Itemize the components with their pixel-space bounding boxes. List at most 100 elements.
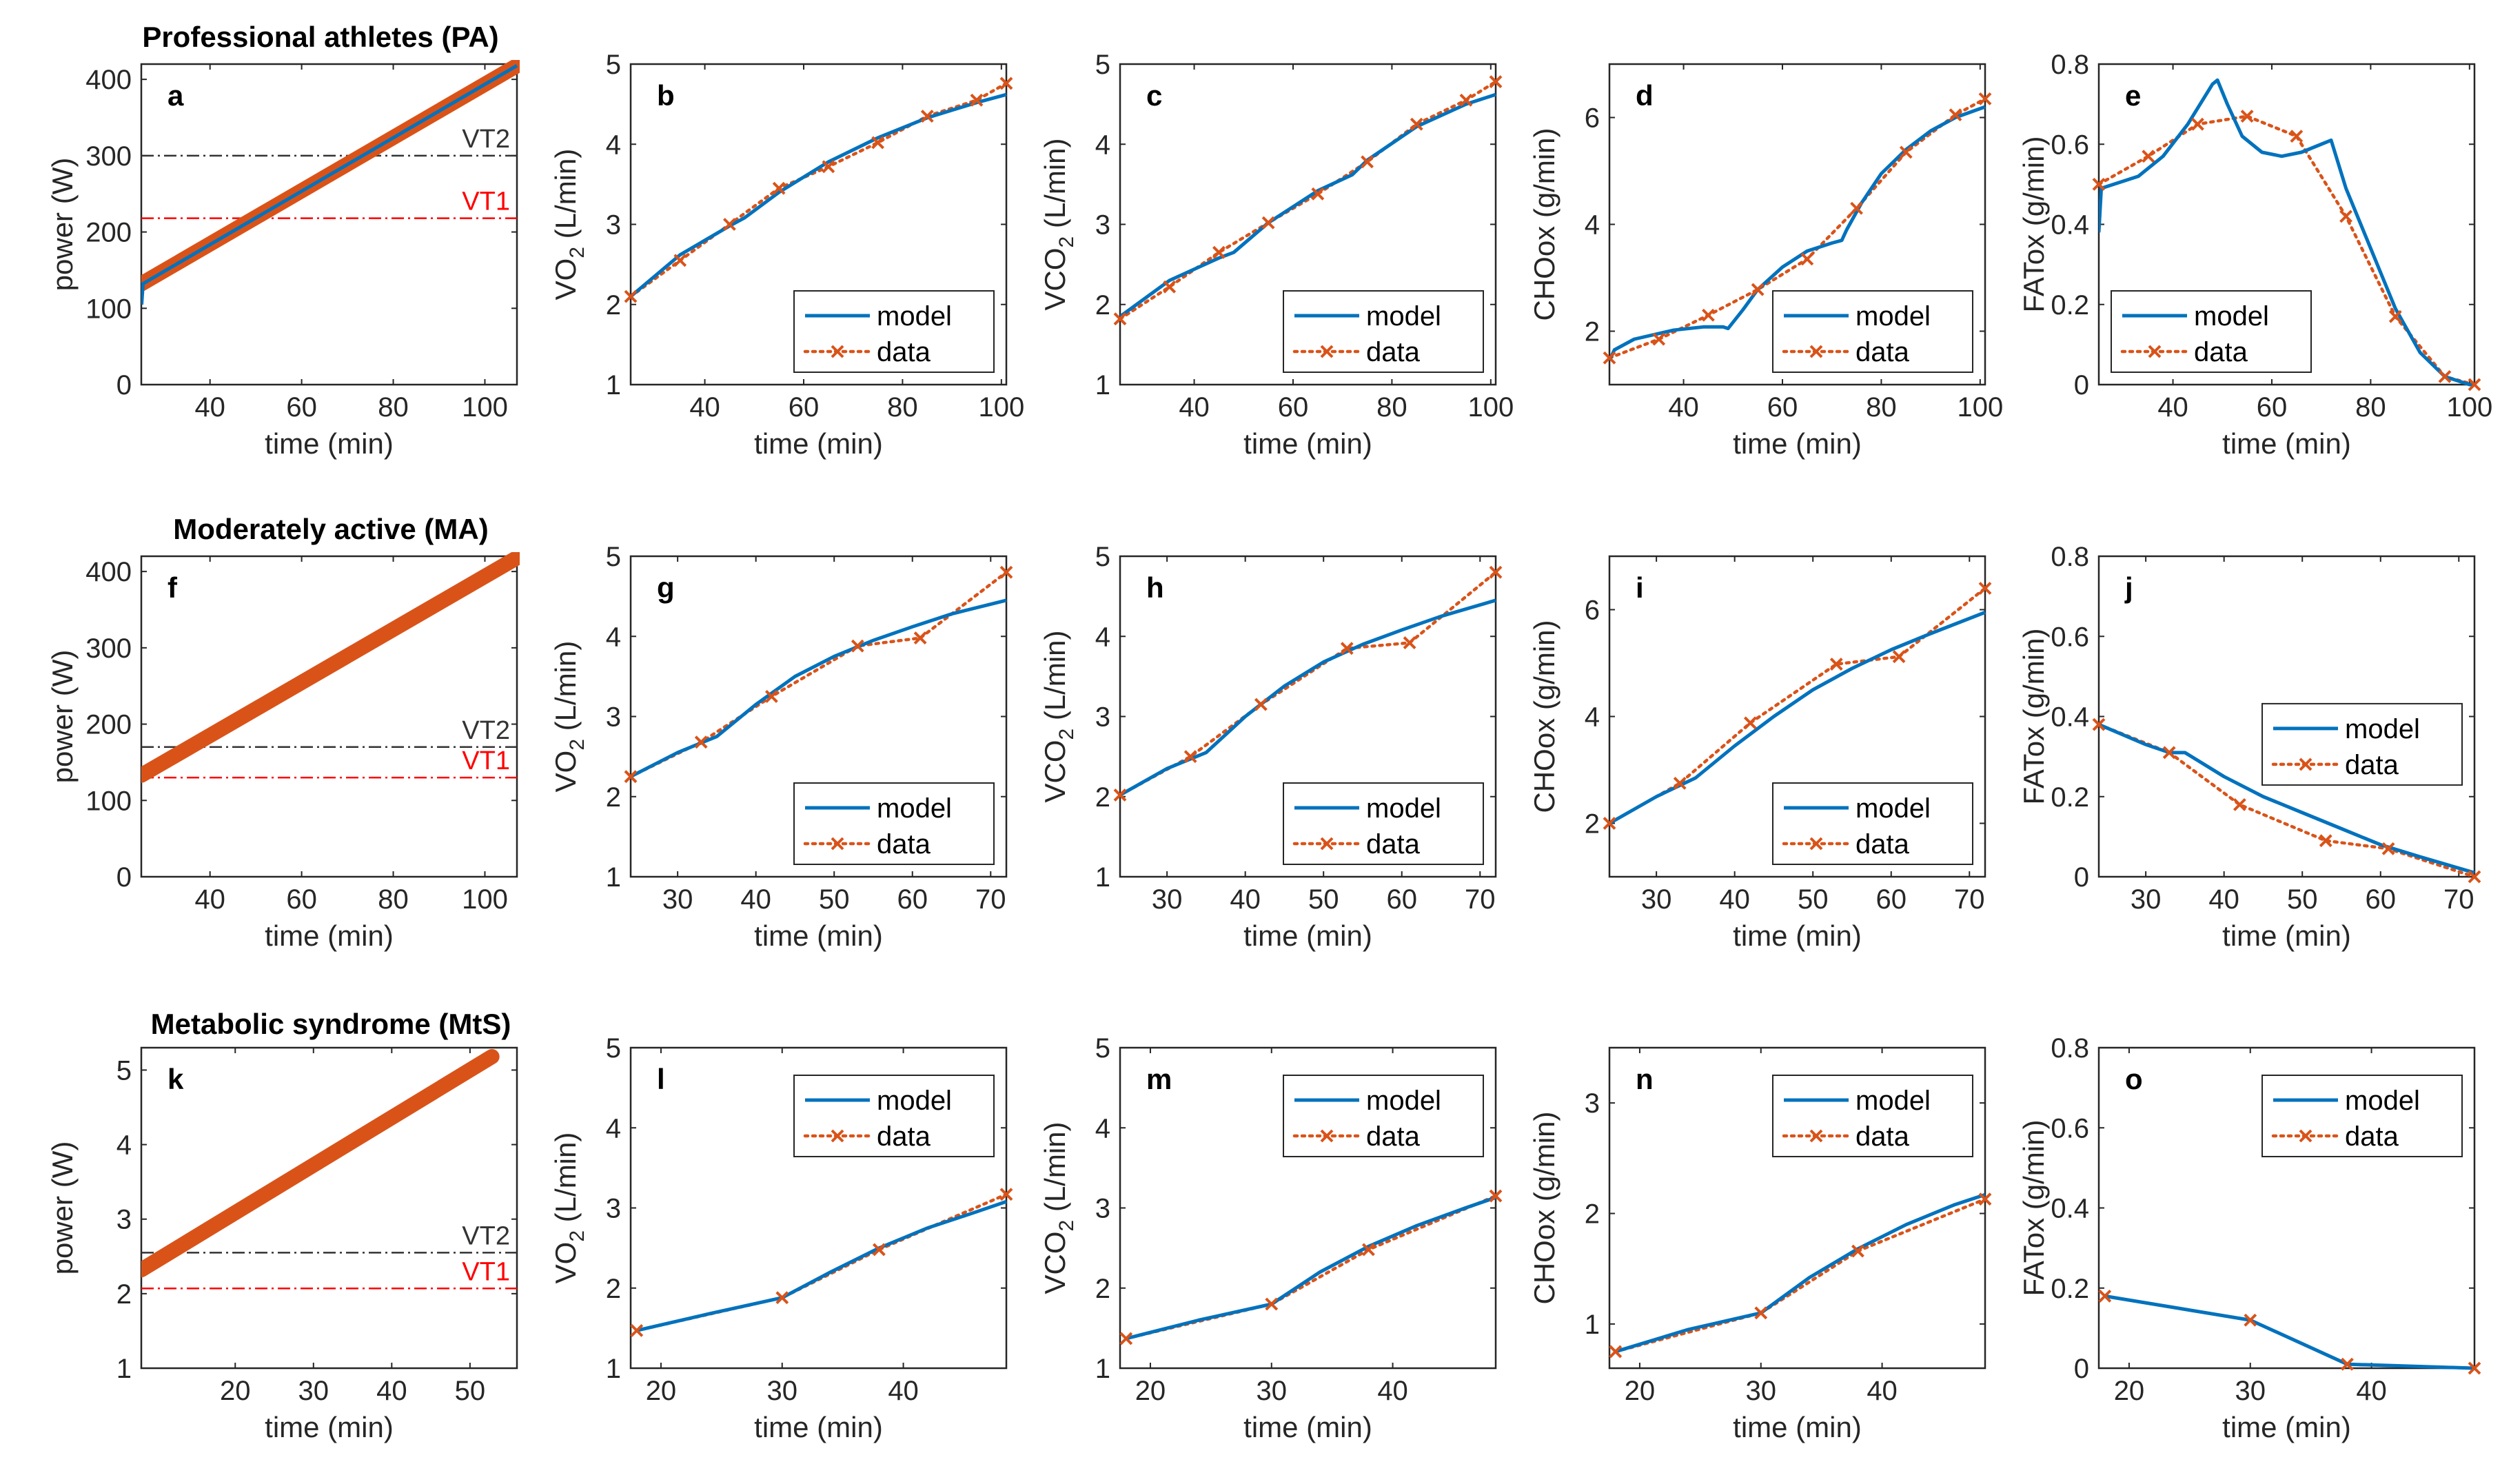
ytick-label: 6 [1585, 103, 1600, 134]
xlabel-k: time (min) [265, 1411, 394, 1443]
ylabel-f: power (W) [46, 650, 79, 784]
xtick-label: 40 [1230, 884, 1261, 915]
plot-area-a [141, 60, 520, 305]
plot-area-m [1124, 1194, 1498, 1341]
panel-label-b: b [657, 79, 675, 112]
ytick-label: 100 [85, 294, 132, 324]
ytick-label: 200 [85, 218, 132, 248]
axes-box-a [140, 63, 518, 386]
data-point-e [2290, 130, 2304, 143]
legend-data-label: data [1856, 829, 1910, 860]
xtick-label: 80 [887, 392, 918, 423]
xtick-label: 60 [1767, 392, 1798, 423]
legend-box [793, 290, 995, 373]
panel-o: 20 30 40 0 0.2 0.4 0.6 0.8 time (min) FATox (g/mi… [2017, 1033, 2481, 1443]
xtick-label: 50 [1308, 884, 1339, 915]
xtick-label: 100 [462, 884, 508, 915]
xlabel-h: time (min) [1243, 919, 1372, 952]
ylabel-a: power (W) [46, 158, 79, 292]
ytick-label: 0.8 [2051, 50, 2089, 80]
data-point-m [1265, 1297, 1279, 1311]
model-series-d [1609, 105, 1986, 362]
xtick-label: 20 [220, 1376, 251, 1406]
xtick-label: 100 [1467, 392, 1514, 423]
ytick-label: 2 [606, 1274, 621, 1304]
data-point-g [624, 770, 638, 784]
ytick-label: 0.6 [2051, 622, 2089, 652]
xtick-label: 40 [888, 1376, 919, 1406]
legend-box [793, 1075, 995, 1157]
xtick-label: 40 [2356, 1376, 2387, 1406]
ytick-label: 2 [1095, 782, 1110, 813]
xtick-label: 70 [2443, 884, 2474, 915]
data-point-e [2339, 210, 2352, 223]
ytick-label: 4 [1095, 130, 1110, 160]
xtick-label: 40 [1377, 1376, 1408, 1406]
threshold-label-vt1: VT1 [462, 187, 510, 216]
legend-h: model data [1283, 782, 1484, 865]
legend-m: model data [1283, 1075, 1484, 1157]
data-point-h [1183, 750, 1197, 764]
data-point-c [1113, 312, 1127, 326]
xtick-label: 70 [1954, 884, 1985, 915]
data-point-o [2244, 1313, 2257, 1327]
model-series-j [2099, 722, 2475, 875]
data-point-n [1609, 1345, 1623, 1359]
ytick-label: 0.2 [2051, 782, 2089, 813]
legend-data-label: data [877, 829, 931, 860]
ylabel-g: VO2 (L/min) [549, 641, 589, 793]
panel-j: 30 40 50 60 70 0 0.2 0.4 0.6 0.8 time (min) FATox (… [2017, 542, 2481, 952]
ytick-label: 1 [1585, 1310, 1600, 1340]
data-point-c [1361, 155, 1374, 169]
threshold-label-vt2: VT2 [462, 1221, 510, 1250]
panel-b: 40 60 80 100 1 2 3 4 5 time (min) VO2 (L/min) b mode… [549, 50, 1024, 460]
data-point-n [1978, 1192, 1992, 1206]
xlabel-d: time (min) [1733, 427, 1862, 460]
data-point-b [772, 181, 786, 195]
xtick-label: 80 [378, 884, 409, 915]
ytick-label: 1 [606, 1354, 621, 1384]
legend-model-label: model [2194, 301, 2269, 332]
legend-data-marker [2299, 1129, 2312, 1143]
plot-area-j [2099, 722, 2477, 879]
panel-label-k: k [167, 1063, 184, 1095]
xtick-label: 60 [789, 392, 820, 423]
ylabel-h: VCO2 (L/min) [1039, 630, 1078, 802]
threshold-label-vt2: VT2 [462, 716, 510, 745]
data-point-h [1254, 698, 1268, 711]
ytick-label: 300 [85, 141, 132, 172]
data-point-d [1978, 92, 1992, 105]
data-point-h [1340, 642, 1354, 655]
xlabel-n: time (min) [1733, 1411, 1862, 1443]
ytick-label: 0 [2074, 1354, 2089, 1384]
ytick-label: 3 [1095, 210, 1110, 241]
legend-data-label: data [1366, 829, 1421, 860]
ytick-label: 2 [1095, 1274, 1110, 1304]
xtick-label: 100 [978, 392, 1024, 423]
xtick-label: 30 [298, 1376, 329, 1406]
data-point-b [871, 136, 884, 150]
panel-a: 40 60 80 100 0 100 200 300 400 time (min) power (W… [46, 60, 520, 460]
model-series-l [636, 1199, 1007, 1332]
panel-label-h: h [1146, 571, 1164, 604]
data-point-o [2098, 1289, 2112, 1303]
legend-j: model data [2261, 702, 2463, 786]
data-point-d [1800, 252, 1814, 266]
ylabel-n: CHOox (g/min) [1528, 1111, 1561, 1304]
ytick-label: 0 [116, 862, 132, 893]
data-point-m [1119, 1332, 1133, 1345]
ytick-label: 1 [606, 862, 621, 893]
xtick-label: 30 [767, 1376, 798, 1406]
legend-i: model data [1772, 782, 1973, 865]
legend-data-marker [1320, 837, 1334, 851]
data-point-i [1978, 582, 1992, 595]
data-point-e [2388, 309, 2402, 323]
legend-box [1772, 782, 1973, 865]
ytick-label: 200 [85, 710, 132, 740]
panel-label-m: m [1146, 1063, 1172, 1095]
xtick-label: 20 [2114, 1376, 2145, 1406]
data-point-l [872, 1243, 886, 1257]
ytick-label: 4 [1585, 702, 1600, 733]
legend-data-marker [1320, 345, 1334, 358]
